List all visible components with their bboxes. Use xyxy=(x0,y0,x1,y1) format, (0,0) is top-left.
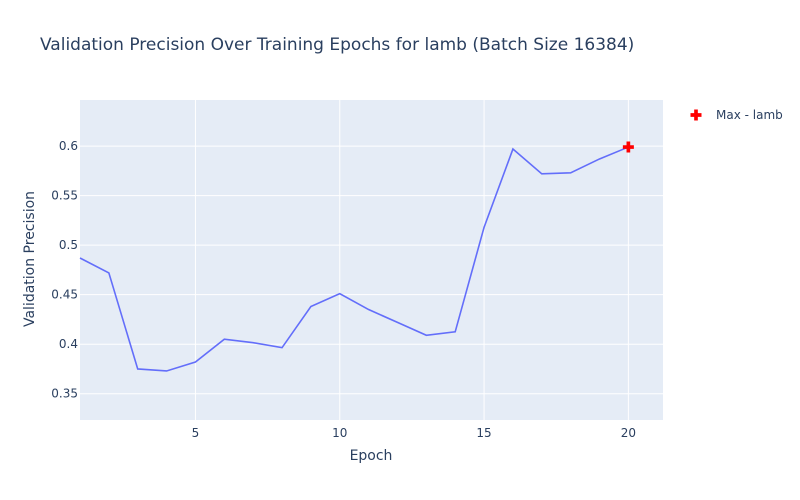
chart-title: Validation Precision Over Training Epoch… xyxy=(40,35,634,55)
series-line-lamb xyxy=(79,146,629,372)
y-axis-label: Validation Precision xyxy=(22,191,38,327)
max-marker xyxy=(622,141,634,153)
legend-marker-icon xyxy=(690,109,702,121)
plot-area xyxy=(80,100,663,420)
y-tick-label: 0.45 xyxy=(51,288,78,302)
legend[interactable]: Max - lamb xyxy=(690,108,783,122)
y-tick-label: 0.4 xyxy=(59,337,78,351)
x-tick-label: 20 xyxy=(621,426,636,440)
y-tick-label: 0.6 xyxy=(59,139,78,153)
x-tick-label: 15 xyxy=(476,426,491,440)
x-tick-label: 5 xyxy=(192,426,200,440)
y-tick-label: 0.35 xyxy=(51,387,78,401)
max-markers xyxy=(622,141,634,153)
x-axis-label: Epoch xyxy=(350,448,393,464)
y-tick-label: 0.55 xyxy=(51,189,78,203)
x-gridlines xyxy=(194,100,629,420)
y-gridlines xyxy=(80,145,663,395)
x-tick-label: 10 xyxy=(332,426,347,440)
x-tick-labels: 5 10 15 20 xyxy=(192,426,636,440)
legend-entry-label: Max - lamb xyxy=(716,108,783,122)
y-tick-labels: 0.35 0.4 0.45 0.5 0.55 0.6 xyxy=(51,139,78,401)
y-tick-label: 0.5 xyxy=(59,238,78,252)
